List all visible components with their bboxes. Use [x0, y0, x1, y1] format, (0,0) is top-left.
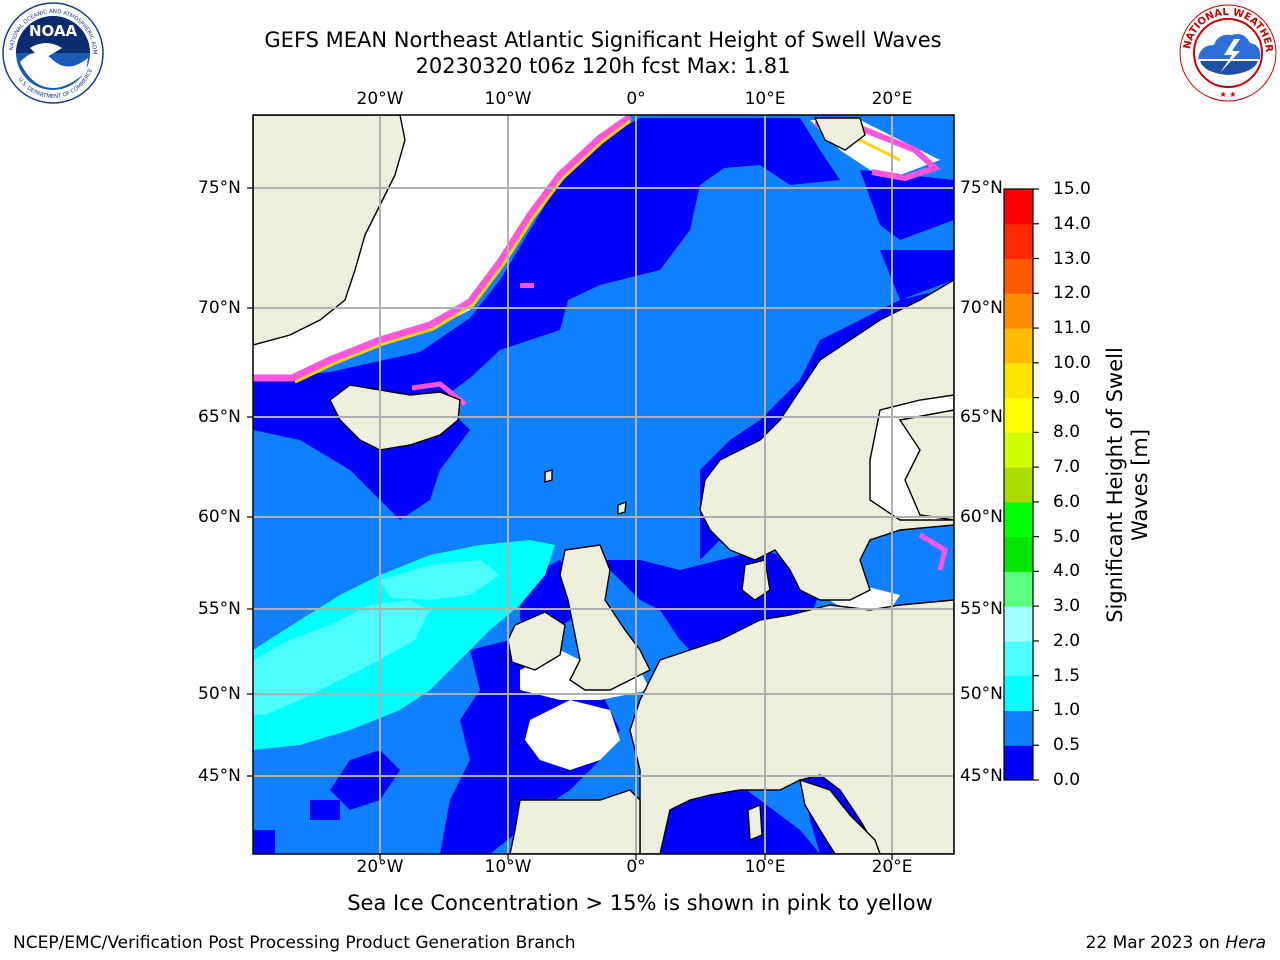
sea-ice-caption: Sea Ice Concentration > 15% is shown in …: [347, 891, 933, 915]
colorbar-bin: [1004, 501, 1033, 538]
lat-tick-left: 65°N: [198, 407, 241, 427]
colorbar-title-line1: Significant Height of Swell: [1103, 347, 1127, 623]
lon-tick-bottom: 0°: [626, 857, 646, 877]
colorbar-bin: [1004, 223, 1033, 260]
colorbar-label: 0.5: [1053, 735, 1081, 756]
lat-tick-left: 60°N: [198, 507, 241, 527]
colorbar-label: 12.0: [1053, 283, 1091, 304]
colorbar-bin: [1004, 640, 1033, 677]
colorbar-label: 10.0: [1053, 352, 1091, 373]
colorbar-label: 1.0: [1053, 700, 1081, 721]
footer-host: Hera: [1225, 933, 1266, 953]
colorbar-label: 5.0: [1053, 526, 1081, 547]
lat-tick-left: 50°N: [198, 684, 241, 704]
colorbar-bin: [1004, 362, 1033, 399]
footer-date: 22 Mar 2023 on Hera: [1086, 932, 1266, 954]
swell-1.5-2.0-region-north: [380, 560, 500, 600]
mainland-europe: [629, 599, 954, 854]
graticule: [253, 115, 954, 854]
colorbar-frame: [1003, 188, 1034, 781]
greenland: [253, 115, 406, 346]
colorbar-label: 1.5: [1053, 665, 1081, 686]
colorbar-label: 14.0: [1053, 213, 1091, 234]
lat-tick-right: 65°N: [960, 407, 1003, 427]
colorbar-bin: [1004, 745, 1033, 781]
lat-tick-right: 60°N: [960, 507, 1003, 527]
svalbard: [813, 117, 866, 151]
swell-1.5-2.0-region: [253, 600, 430, 715]
colorbar-bin: [1004, 606, 1033, 642]
lon-tick-top: 20°W: [356, 89, 404, 109]
land-masses: [253, 115, 954, 854]
iberia: [509, 789, 641, 854]
colorbar-title: Significant Height of Swell Waves [m]: [1103, 347, 1153, 623]
colorbar-bin: [1004, 293, 1033, 329]
nws-logo: NATIONAL WEATHER SERVICE ★ ★: [1178, 3, 1277, 102]
corsica-sardinia: [747, 803, 763, 842]
lon-tick-bottom: 20°W: [356, 857, 404, 877]
colorbar-bin: [1004, 467, 1033, 503]
footer-date-text: 22 Mar 2023 on: [1085, 933, 1226, 953]
lat-tick-right: 75°N: [960, 178, 1003, 198]
colorbar-bin: [1004, 258, 1033, 294]
scandinavia: [699, 279, 954, 601]
colorbar-label: 11.0: [1053, 318, 1091, 339]
lat-tick-right: 50°N: [960, 684, 1003, 704]
lon-tick-top: 0°: [626, 89, 646, 109]
colorbar-bin: [1004, 675, 1033, 711]
colorbar-label: 15.0: [1053, 179, 1091, 199]
map-frame: [252, 114, 955, 855]
lat-tick-left: 75°N: [198, 178, 241, 198]
colorbar-label: 9.0: [1053, 387, 1081, 408]
finland: [898, 409, 954, 521]
footer-branch: NCEP/EMC/Verification Post Processing Pr…: [13, 933, 576, 953]
colorbar-bin: [1004, 397, 1033, 433]
colorbar: [1003, 188, 1039, 781]
colorbar-bin: [1004, 432, 1033, 468]
colorbar-label: 6.0: [1053, 491, 1081, 512]
noaa-logo: NOAA NATIONAL OCEANIC AND ATMOSPHERIC AD…: [2, 2, 104, 104]
colorbar-label: 2.0: [1053, 630, 1081, 651]
map-plot-area: [253, 115, 954, 854]
colorbar-label: 7.0: [1053, 457, 1081, 478]
colorbar-bin: [1004, 189, 1033, 225]
chart-title: GEFS MEAN Northeast Atlantic Significant…: [264, 28, 942, 52]
lon-tick-bottom: 10°W: [484, 857, 532, 877]
colorbar-label: 8.0: [1053, 422, 1081, 443]
axis-ticks: [247, 187, 893, 860]
lat-tick-left: 70°N: [198, 298, 241, 318]
lon-tick-top: 10°W: [484, 89, 532, 109]
denmark: [741, 559, 771, 601]
colorbar-label: 4.0: [1053, 561, 1081, 582]
colorbar-bin: [1004, 328, 1033, 364]
colorbar-label: 3.0: [1053, 596, 1081, 617]
lat-tick-left: 55°N: [198, 599, 241, 619]
lon-tick-top: 20°E: [871, 89, 913, 109]
lat-tick-right: 45°N: [960, 766, 1003, 786]
great-britain: [559, 544, 651, 691]
lat-tick-right: 55°N: [960, 599, 1003, 619]
svg-text:★ ★: ★ ★: [1220, 90, 1237, 99]
italy: [799, 778, 881, 854]
lat-tick-left: 45°N: [198, 766, 241, 786]
noaa-logo-text: NOAA: [29, 22, 78, 40]
forecast-subtitle: 20230320 t06z 120h fcst Max: 1.81: [415, 54, 791, 78]
colorbar-label: 0.0: [1053, 770, 1081, 790]
colorbar-title-line2: Waves [m]: [1128, 428, 1152, 542]
lat-tick-right: 70°N: [960, 298, 1003, 318]
colorbar-bin: [1004, 536, 1033, 572]
colorbar-bin: [1004, 710, 1033, 746]
colorbar-bin: [1004, 571, 1033, 607]
colorbar-label: 13.0: [1053, 248, 1091, 269]
lon-tick-top: 10°E: [744, 89, 786, 109]
lon-tick-bottom: 20°E: [871, 857, 913, 877]
lon-tick-bottom: 10°E: [744, 857, 786, 877]
